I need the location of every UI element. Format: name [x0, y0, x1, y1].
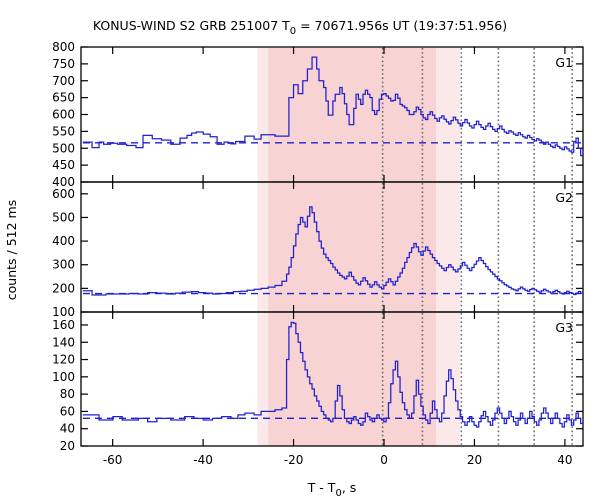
y-tick-label: 600: [52, 187, 75, 201]
y-tick-label: 650: [52, 91, 75, 105]
chart-title: KONUS-WIND S2 GRB 251007 T0 = 70671.956s…: [93, 18, 507, 37]
y-tick-label: 100: [52, 370, 75, 384]
x-tick-label: -40: [193, 453, 213, 467]
y-tick-label: 500: [52, 210, 75, 224]
x-tick-label: -60: [103, 453, 123, 467]
y-axis-label: counts / 512 ms: [4, 200, 19, 300]
y-tick-label: 20: [60, 439, 75, 453]
y-tick-label: 140: [52, 335, 75, 349]
x-tick-label: 0: [380, 453, 388, 467]
panels-layer: 400450500550600650700750800G110020030040…: [52, 40, 584, 467]
panel-label-g1: G1: [555, 55, 573, 70]
y-tick-label: 600: [52, 108, 75, 122]
panel-g2: 100 200 300 400 500 600 G2: [52, 181, 584, 319]
y-tick-label: 200: [52, 281, 75, 295]
light-curve-g2: [82, 206, 583, 296]
band-burst-interval: [268, 183, 437, 312]
y-tick-label: 40: [60, 422, 75, 436]
x-tick-label: 20: [467, 453, 482, 467]
y-tick-label: 80: [60, 387, 75, 401]
y-tick-label: 800: [52, 40, 75, 54]
light-curve-g1: [82, 56, 583, 157]
panel-label-g3: G3: [555, 320, 573, 335]
panel-label-g2: G2: [555, 190, 573, 205]
band-burst-interval: [268, 48, 437, 182]
y-tick-label: 550: [52, 124, 75, 138]
y-tick-label: 120: [52, 353, 75, 367]
panel-g1: 400 450 500 550 600 650 700 750 800 G1: [52, 40, 584, 189]
band-burst-interval: [268, 313, 437, 446]
x-tick-label: 40: [557, 453, 572, 467]
y-tick-label: 400: [52, 175, 75, 189]
y-tick-label: 60: [60, 404, 75, 418]
y-tick-label: 450: [52, 158, 75, 172]
x-tick-label: -20: [284, 453, 304, 467]
panel-g3: 20 40 60 80 100 120 140 160 -60 -40 -20 0 20 40 G3: [52, 311, 584, 467]
y-tick-label: 700: [52, 74, 75, 88]
y-tick-label: 300: [52, 258, 75, 272]
panel-frame: [80, 311, 584, 447]
x-axis-label: T - T0, s: [307, 480, 357, 499]
y-tick-label: 400: [52, 234, 75, 248]
y-tick-label: 160: [52, 318, 75, 332]
y-tick-label: 100: [52, 305, 75, 319]
light-curve-g3: [82, 321, 583, 428]
y-tick-label: 750: [52, 57, 75, 71]
y-tick-label: 500: [52, 141, 75, 155]
